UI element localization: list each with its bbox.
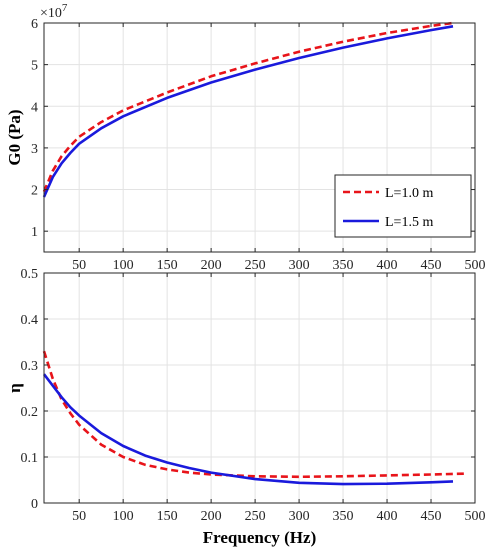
g0-plot: 50 100 150 200 250 300 350 400 450 500 1 2 3 4 5 6 G0 (P… [5, 2, 486, 273]
x-tick-label: 400 [377, 509, 398, 524]
plot-area [44, 273, 475, 503]
x-tick-label: 200 [201, 258, 222, 273]
x-tick-label: 300 [289, 258, 310, 273]
x-tick-label: 500 [465, 509, 486, 524]
x-tick-label: 400 [377, 258, 398, 273]
y-axis-label: G0 (Pa) [5, 109, 24, 165]
series-line-1 [42, 21, 454, 193]
y-tick-label: 5 [31, 59, 38, 74]
x-tick-label: 150 [157, 258, 178, 273]
x-tick-label: 250 [245, 258, 266, 273]
x-tick-label: 250 [245, 509, 266, 524]
x-tick-label: 450 [421, 509, 442, 524]
x-tick-label: 200 [201, 509, 222, 524]
series-line-1 [42, 350, 467, 479]
y-tick-label: 0.4 [21, 313, 39, 328]
x-tick-label: 350 [333, 258, 354, 273]
series-line-2 [42, 373, 454, 486]
y-tick-label: 1 [31, 225, 38, 240]
y-axis-label: η [5, 383, 24, 393]
x-tick-label: 500 [465, 258, 486, 273]
y-exponent-label: ×107 [40, 2, 68, 21]
axes-box [43, 22, 476, 253]
y-tick-label: 6 [31, 17, 38, 32]
x-tick-label: 450 [421, 258, 442, 273]
y-tick-label: 0.3 [21, 359, 39, 374]
legend-box [334, 174, 472, 238]
y-tick-label: 0 [31, 497, 38, 512]
legend-label-1: L=1.0 m [385, 186, 433, 201]
x-axis-label: Frequency (Hz) [203, 528, 316, 547]
x-tick-label: 150 [157, 509, 178, 524]
y-tick-label: 0.5 [21, 267, 39, 282]
y-tick-label: 0.2 [21, 405, 39, 420]
y-tick-label: 3 [31, 142, 38, 157]
x-tick-label: 100 [113, 509, 134, 524]
loss-factor-plot: 50 100 150 200 250 300 350 400 450 500 0 0.1 0.2 0.3 0… [5, 267, 486, 547]
x-tick-label: 300 [289, 509, 310, 524]
x-tick-label: 50 [72, 509, 86, 524]
series-line-2 [42, 25, 454, 198]
axes-box [43, 272, 476, 504]
x-tick-label: 100 [113, 258, 134, 273]
legend-label-2: L=1.5 m [385, 215, 433, 230]
x-tick-label: 350 [333, 509, 354, 524]
y-tick-label: 0.1 [21, 451, 39, 466]
y-tick-label: 2 [31, 184, 38, 199]
y-tick-label: 4 [31, 100, 38, 115]
x-tick-label: 50 [72, 258, 86, 273]
